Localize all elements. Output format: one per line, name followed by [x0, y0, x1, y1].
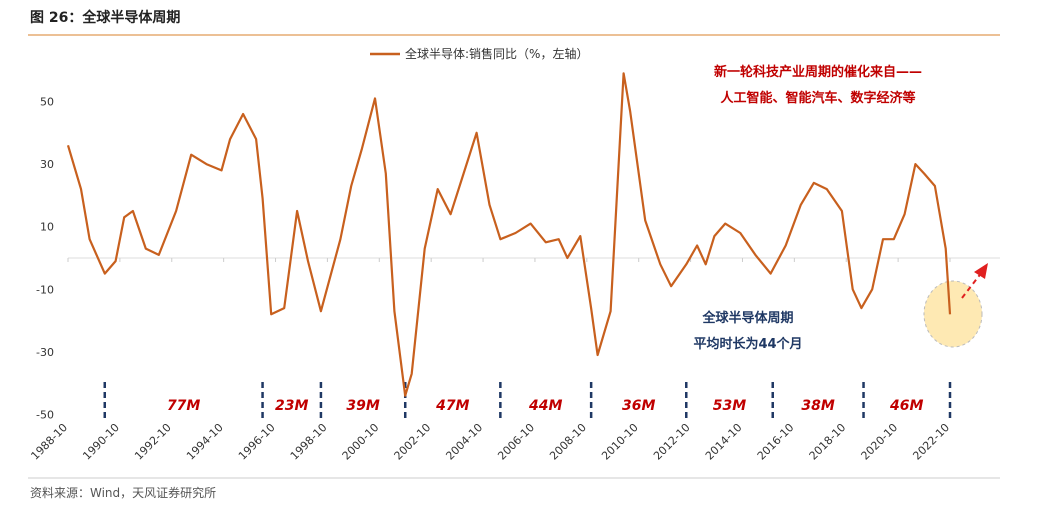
y-tick-label: 30 — [40, 158, 54, 171]
cycle-label: 38M — [801, 398, 834, 414]
x-tick-label: 2004-10 — [443, 421, 485, 463]
x-tick-label: 1988-10 — [28, 421, 70, 463]
highlight-circle — [923, 280, 983, 348]
x-tick-label: 2014-10 — [703, 421, 745, 463]
annotation: 平均时长为44个月 — [693, 336, 802, 352]
series-line — [66, 72, 952, 397]
x-tick-label: 2006-10 — [495, 421, 537, 463]
x-tick-label: 2008-10 — [547, 421, 589, 463]
cycle-label: 23M — [275, 398, 308, 414]
annotation: 全球半导体周期 — [701, 310, 793, 326]
y-tick-label: 10 — [40, 221, 54, 234]
x-tick-label: 2018-10 — [807, 421, 849, 463]
x-tick-label: 2020-10 — [859, 421, 901, 463]
x-tick-label: 1992-10 — [132, 421, 174, 463]
x-tick-label: 2002-10 — [392, 421, 434, 463]
y-tick-label: -30 — [36, 346, 54, 359]
y-tick-label: -10 — [36, 283, 54, 296]
annotation: 新一轮科技产业周期的催化来自—— — [714, 64, 922, 80]
arrow-head — [974, 263, 988, 279]
cycle-label: 53M — [713, 398, 746, 414]
x-tick-label: 1990-10 — [80, 421, 122, 463]
figure-title: 图 26：全球半导体周期 — [30, 9, 180, 26]
cycle-label: 46M — [889, 398, 923, 414]
y-tick-label: 50 — [40, 96, 54, 109]
x-tick-label: 2000-10 — [340, 421, 382, 463]
source: 资料来源：Wind，天风证券研究所 — [30, 485, 216, 500]
x-tick-label: 1996-10 — [236, 421, 278, 463]
cycle-label: 47M — [435, 398, 469, 414]
x-tick-label: 1998-10 — [288, 421, 330, 463]
x-tick-label: 2012-10 — [651, 421, 693, 463]
x-tick-label: 2010-10 — [599, 421, 641, 463]
cycle-label: 77M — [167, 398, 200, 414]
x-tick-label: 2022-10 — [910, 421, 952, 463]
annotation: 人工智能、智能汽车、数字经济等 — [720, 90, 915, 106]
trend-arrow — [961, 271, 983, 299]
x-tick-label: 1994-10 — [184, 421, 226, 463]
x-tick-label: 2016-10 — [755, 421, 797, 463]
cycle-label: 39M — [346, 398, 379, 414]
legend-label: 全球半导体:销售同比（%，左轴） — [405, 46, 588, 61]
cycle-label: 36M — [622, 398, 655, 414]
cycle-label: 44M — [528, 398, 562, 414]
y-tick-label: -50 — [36, 409, 54, 422]
